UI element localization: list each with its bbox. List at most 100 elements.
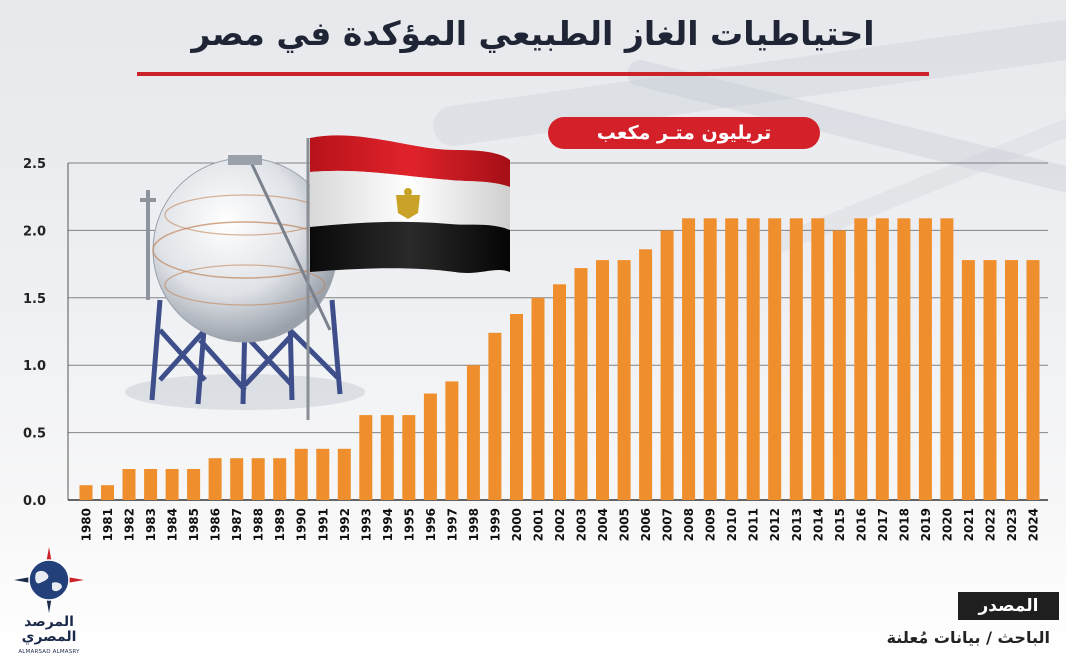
bar-1996	[423, 393, 437, 500]
bar-2001	[531, 297, 545, 500]
x-tick-label: 2022	[984, 508, 998, 541]
bar-1999	[488, 332, 502, 500]
x-tick-label: 1998	[467, 508, 481, 541]
x-tick-label: 1984	[166, 508, 180, 541]
bar-1984	[165, 469, 179, 500]
bar-2024	[1026, 260, 1040, 500]
x-tick-label: 2021	[962, 508, 976, 541]
x-tick-label: 1996	[424, 508, 438, 541]
bar-2005	[617, 260, 631, 500]
bars	[79, 218, 1040, 501]
bar-1981	[101, 485, 114, 500]
x-tick-label: 2018	[897, 508, 911, 541]
x-tick-label: 2003	[575, 508, 589, 541]
y-tick-label: 1.5	[23, 292, 46, 307]
x-tick-label: 2024	[1027, 508, 1041, 541]
bar-2006	[639, 249, 653, 500]
bar-1983	[144, 469, 158, 500]
logo-latin-name: ALMARSAD ALMASRY	[18, 649, 80, 655]
x-tick-label: 1995	[402, 508, 416, 541]
bar-1988	[251, 458, 265, 500]
bar-2003	[574, 268, 588, 500]
bar-1990	[294, 448, 308, 500]
x-tick-label: 1981	[101, 508, 115, 541]
bar-2021	[961, 260, 975, 500]
x-tick-label: 1982	[123, 508, 137, 541]
bar-2000	[510, 314, 523, 500]
bar-1985	[187, 469, 201, 500]
y-tick-label: 0.0	[23, 494, 46, 509]
logo-name-line1: المرصد	[24, 614, 74, 630]
logo-name-line2: المصري	[21, 629, 77, 645]
x-tick-label: 1993	[359, 508, 373, 541]
x-tick-label: 1994	[381, 508, 395, 541]
bar-1992	[337, 448, 351, 500]
x-tick-label: 2012	[768, 508, 782, 541]
x-tick-label: 1988	[252, 508, 266, 541]
x-tick-label: 2002	[553, 508, 567, 541]
bar-1986	[208, 458, 222, 500]
bar-1997	[445, 381, 459, 500]
y-tick-label: 2.5	[23, 157, 46, 172]
x-tick-label: 1997	[445, 508, 459, 541]
logo: المرصد المصري ALMARSAD ALMASRY	[10, 545, 88, 663]
source-text: الباحث / بيانات مُعلنة	[886, 628, 1050, 647]
bar-1982	[122, 469, 136, 500]
eagle-emblem	[396, 188, 420, 219]
y-tick-label: 0.5	[23, 427, 46, 442]
chart-title: احتياطيات الغاز الطبيعي المؤكدة في مصر	[191, 14, 875, 53]
x-tick-label: 2023	[1005, 508, 1019, 541]
gas-tank-illustration	[125, 155, 365, 410]
title-underline	[137, 72, 929, 76]
x-tick-label: 2015	[833, 508, 847, 541]
bar-2022	[983, 260, 997, 500]
bar-2002	[553, 284, 566, 500]
globe-compass-icon	[14, 547, 84, 613]
bar-1989	[273, 458, 287, 500]
bar-1998	[466, 365, 480, 500]
x-tick-label: 1985	[187, 508, 201, 541]
source-label: المصدر	[958, 592, 1059, 620]
egypt-flag-icon	[306, 135, 510, 420]
bar-2018	[897, 218, 911, 501]
bar-2004	[596, 260, 609, 500]
bar-2007	[660, 230, 674, 500]
x-tick-label: 1986	[209, 508, 223, 541]
x-tick-label: 2019	[919, 508, 933, 541]
x-tick-label: 2017	[876, 508, 890, 541]
bar-2012	[768, 218, 782, 501]
bar-2020	[940, 218, 954, 501]
x-tick-label: 1999	[488, 508, 502, 541]
y-tick-label: 1.0	[23, 359, 46, 374]
y-axis: 0.0 0.5 1.0 1.5 2.0 2.5	[23, 157, 69, 509]
bar-2015	[832, 230, 846, 500]
x-tick-label: 1992	[338, 508, 352, 541]
bar-2011	[746, 218, 760, 501]
bar-2008	[682, 218, 696, 501]
x-tick-label: 2014	[811, 508, 825, 541]
y-tick-label: 2.0	[23, 224, 46, 239]
x-tick-label: 1980	[80, 508, 94, 541]
x-axis: 1980 1981 1982 1983 1984 1985 1986 1987 1988 1989…	[80, 508, 1041, 541]
bar-1987	[230, 458, 244, 500]
bar-1991	[316, 448, 330, 500]
x-tick-label: 2010	[725, 508, 739, 541]
bar-1994	[380, 415, 394, 500]
bar-2014	[811, 218, 825, 501]
bar-2017	[875, 218, 889, 501]
x-tick-label: 2001	[532, 508, 546, 541]
x-tick-label: 2007	[661, 508, 675, 541]
bar-1995	[402, 415, 416, 500]
bar-2013	[789, 218, 803, 501]
unit-label: تريليون متـر مكعب	[548, 117, 820, 149]
x-tick-label: 2004	[596, 508, 610, 541]
x-tick-label: 1983	[144, 508, 158, 541]
bar-1993	[359, 415, 373, 500]
x-tick-label: 2011	[747, 508, 761, 541]
x-tick-label: 2006	[639, 508, 653, 541]
bar-2023	[1005, 260, 1018, 500]
bar-2009	[703, 218, 717, 501]
x-tick-label: 1990	[295, 508, 309, 541]
bar-2019	[918, 218, 932, 501]
